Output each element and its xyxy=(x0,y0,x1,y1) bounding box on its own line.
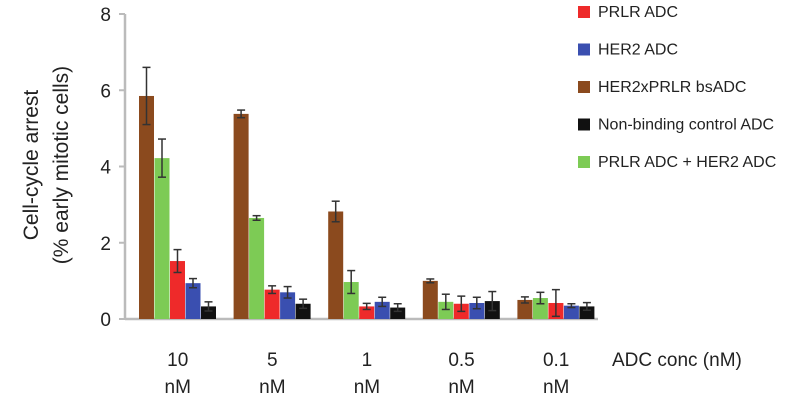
bar xyxy=(390,307,406,319)
bar xyxy=(264,289,280,319)
legend-label: PRLR ADC + HER2 ADC xyxy=(598,154,776,171)
legend-swatch xyxy=(578,156,590,168)
x-category-value: 0.1 xyxy=(543,350,569,371)
y-axis-title-line2: (% early mitotic cells) xyxy=(50,66,73,264)
bar xyxy=(201,306,216,319)
bar xyxy=(154,158,170,319)
legend-swatch xyxy=(578,6,590,18)
x-category-value: 5 xyxy=(267,350,278,371)
legend-label: Non-binding control ADC xyxy=(598,117,774,134)
legend-swatch xyxy=(578,43,590,56)
x-category-unit: nM xyxy=(165,377,191,398)
bar xyxy=(438,301,454,319)
bar xyxy=(563,305,579,319)
bar xyxy=(469,302,485,319)
bar xyxy=(328,211,344,319)
y-axis-title: Cell-cycle arrest (% early mitotic cells… xyxy=(20,66,73,264)
bars xyxy=(139,95,595,319)
bar xyxy=(249,217,265,319)
bar xyxy=(233,113,249,319)
x-category-unit: nM xyxy=(543,377,569,398)
bar xyxy=(517,299,533,319)
y-tick-label: 2 xyxy=(100,234,111,255)
error-bars xyxy=(142,66,591,318)
x-category-value: 10 xyxy=(167,350,188,371)
y-tick-label: 8 xyxy=(100,5,111,26)
bar xyxy=(185,283,201,319)
bar xyxy=(170,261,185,319)
x-category-unit: nM xyxy=(354,377,380,398)
y-axis-title-line1: Cell-cycle arrest xyxy=(20,90,43,241)
bar xyxy=(139,95,154,319)
legend-label: HER2 ADC xyxy=(598,42,678,59)
x-category-unit: nM xyxy=(448,377,474,398)
y-tick-label: 4 xyxy=(100,158,111,179)
legend: PRLR ADC HER2 ADC HER2xPRLR bsADC Non-bindi… xyxy=(578,4,776,171)
x-category-value: 0.5 xyxy=(448,350,474,371)
x-category-labels: 10 nM 5 nM 1 nM 0.5 nM 0.1 nM xyxy=(165,350,570,398)
x-category-unit: nM xyxy=(259,377,285,398)
y-tick-label: 0 xyxy=(100,310,111,331)
legend-label: HER2xPRLR bsADC xyxy=(598,79,746,96)
bar xyxy=(422,280,438,319)
bar xyxy=(295,303,311,319)
bar xyxy=(343,282,359,319)
legend-swatch xyxy=(578,118,590,131)
y-tick-label: 6 xyxy=(100,81,111,102)
x-axis-title: ADC conc (nM) xyxy=(612,350,742,371)
x-category-value: 1 xyxy=(362,350,373,371)
bar xyxy=(280,292,296,319)
legend-label: PRLR ADC xyxy=(598,4,678,21)
legend-swatch xyxy=(578,81,590,93)
